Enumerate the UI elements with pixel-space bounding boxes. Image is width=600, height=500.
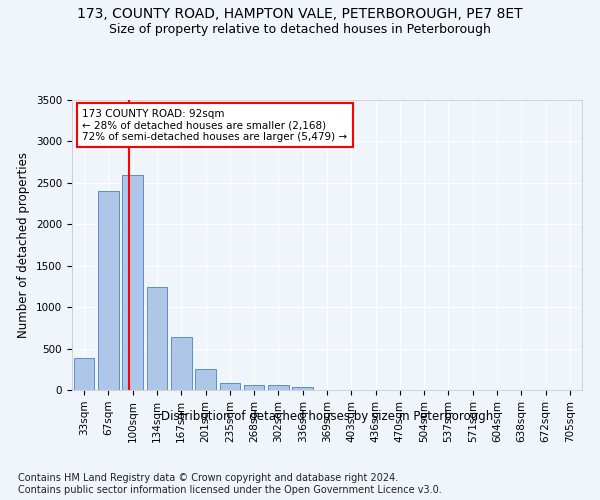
Text: Contains HM Land Registry data © Crown copyright and database right 2024.
Contai: Contains HM Land Registry data © Crown c… (18, 474, 442, 495)
Text: Distribution of detached houses by size in Peterborough: Distribution of detached houses by size … (161, 410, 493, 423)
Bar (122, 174, 143, 390)
Text: 173, COUNTY ROAD, HAMPTON VALE, PETERBOROUGH, PE7 8ET: 173, COUNTY ROAD, HAMPTON VALE, PETERBOR… (77, 8, 523, 22)
Y-axis label: Number of detached properties: Number of detached properties (17, 152, 31, 338)
Bar (292, 386, 313, 390)
Bar (74, 358, 94, 390)
Bar (195, 369, 216, 390)
Bar (98, 191, 119, 390)
Bar (268, 386, 289, 390)
Text: Size of property relative to detached houses in Peterborough: Size of property relative to detached ho… (109, 22, 491, 36)
Bar (244, 385, 265, 390)
Bar (220, 382, 240, 390)
Text: 173 COUNTY ROAD: 92sqm
← 28% of detached houses are smaller (2,168)
72% of semi-: 173 COUNTY ROAD: 92sqm ← 28% of detached… (82, 108, 347, 142)
Bar (146, 288, 167, 390)
Bar (171, 337, 191, 390)
